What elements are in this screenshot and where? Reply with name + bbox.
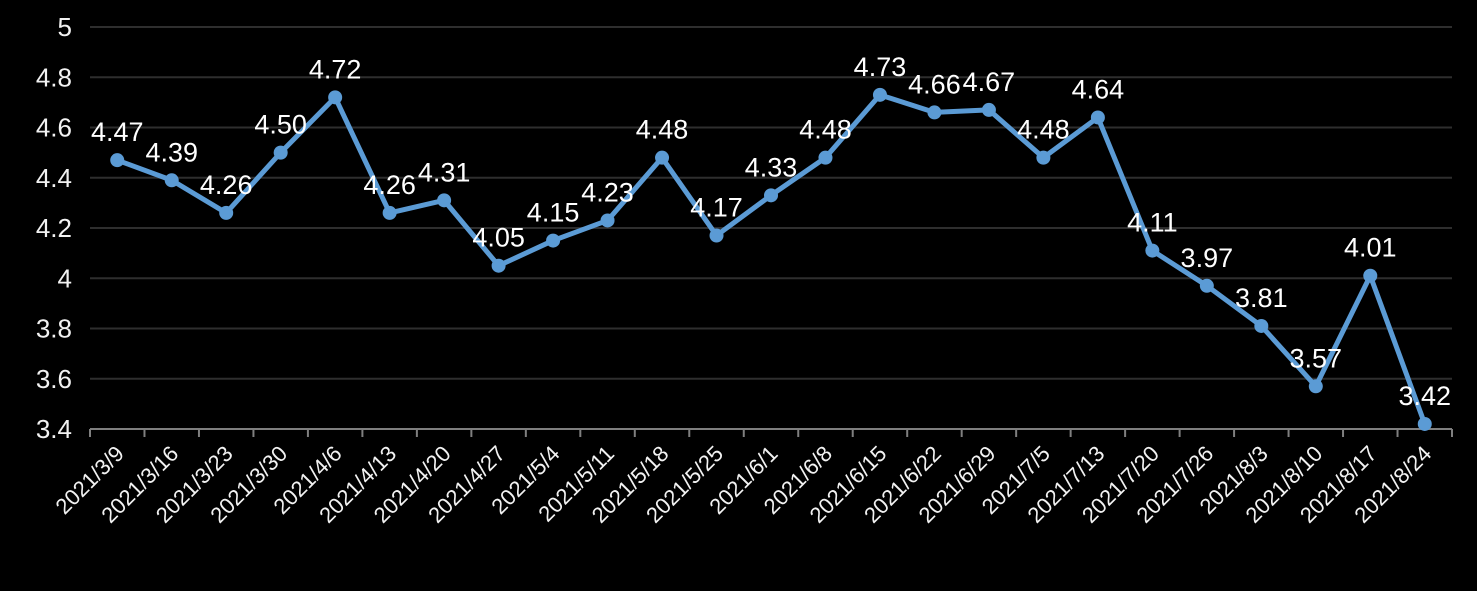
data-point-label: 3.81 [1235, 283, 1288, 313]
data-point-label: 4.23 [581, 177, 634, 207]
data-point-label: 4.26 [200, 170, 253, 200]
data-point-marker [273, 145, 288, 160]
data-point-label: 4.64 [1072, 74, 1125, 104]
y-tick-label: 3.6 [36, 364, 72, 394]
data-point-marker [764, 188, 778, 203]
data-point-label: 4.67 [963, 67, 1016, 97]
y-tick-label: 3.4 [36, 414, 72, 444]
data-point-label: 4.39 [145, 137, 198, 167]
data-point-label: 4.15 [527, 198, 580, 228]
data-point-marker [600, 213, 615, 228]
data-point-label: 4.73 [854, 52, 907, 82]
data-point-marker [164, 173, 179, 188]
data-point-marker [110, 153, 125, 168]
y-tick-label: 4.8 [36, 62, 72, 92]
data-point-marker [1308, 379, 1323, 394]
y-tick-label: 4.4 [36, 163, 72, 193]
data-point-label: 4.48 [799, 115, 852, 145]
y-tick-label: 4.2 [36, 213, 72, 243]
data-point-marker [1417, 416, 1432, 431]
data-point-marker [655, 150, 670, 165]
data-point-marker [981, 102, 996, 117]
data-point-marker [328, 90, 343, 105]
data-point-label: 4.05 [472, 223, 525, 253]
data-point-marker [1254, 318, 1269, 333]
data-point-marker [382, 205, 397, 220]
data-point-label: 4.33 [745, 152, 798, 182]
data-point-label: 4.01 [1344, 233, 1397, 263]
data-point-marker [437, 193, 452, 208]
data-point-marker [1199, 278, 1214, 293]
data-point-label: 4.17 [690, 193, 743, 223]
data-point-marker [219, 205, 234, 220]
data-point-label: 4.26 [363, 170, 416, 200]
data-point-label: 4.66 [908, 69, 961, 99]
data-point-marker [927, 105, 942, 120]
y-tick-label: 3.8 [36, 314, 72, 344]
data-point-marker [1036, 150, 1051, 165]
data-point-label: 3.57 [1290, 343, 1343, 373]
y-tick-label: 5 [58, 12, 72, 42]
y-tick-label: 4 [58, 263, 72, 293]
y-tick-label: 4.6 [36, 113, 72, 143]
data-point-label: 4.48 [1017, 115, 1070, 145]
data-point-marker [546, 233, 561, 248]
data-point-label: 4.48 [636, 115, 689, 145]
data-point-marker [1363, 268, 1378, 283]
data-point-marker [1090, 110, 1105, 125]
data-point-label: 4.47 [91, 117, 144, 147]
data-point-marker [872, 87, 887, 102]
data-point-label: 3.42 [1398, 381, 1451, 411]
data-point-label: 3.97 [1181, 243, 1234, 273]
data-point-marker [491, 258, 506, 273]
data-point-label: 4.72 [309, 54, 362, 84]
data-point-label: 4.11 [1127, 208, 1178, 238]
data-point-marker [709, 228, 724, 243]
data-point-marker [1145, 243, 1160, 258]
data-point-marker [818, 150, 833, 165]
data-point-label: 4.31 [418, 157, 471, 187]
data-point-label: 4.50 [254, 110, 307, 140]
